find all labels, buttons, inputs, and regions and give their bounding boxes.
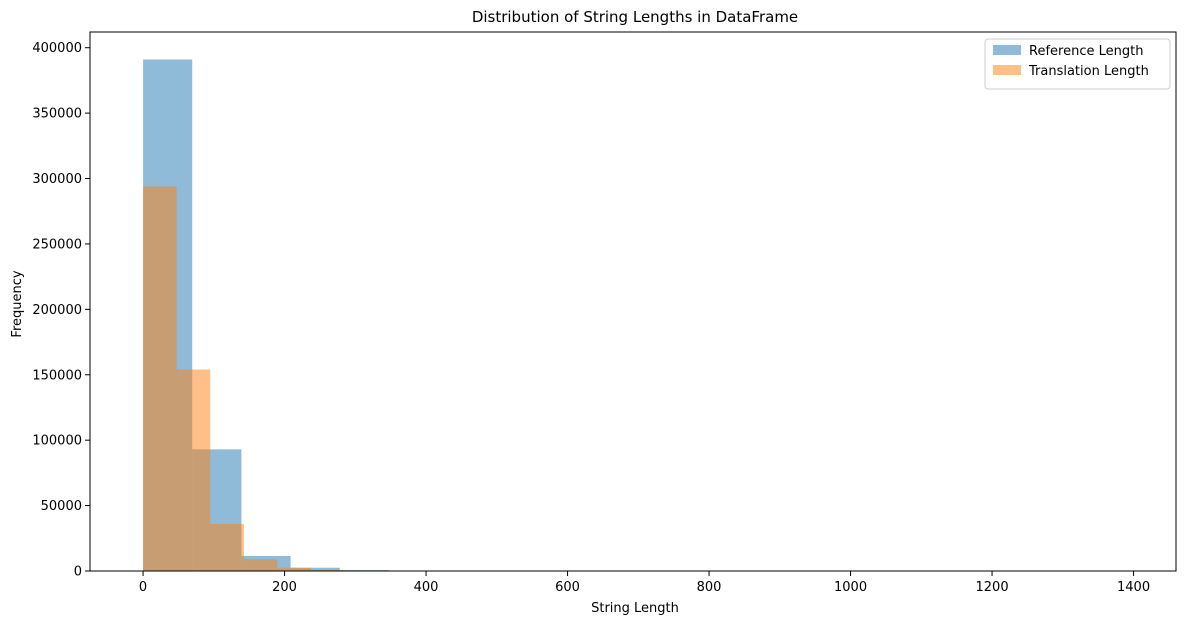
bar-1-1 bbox=[176, 369, 211, 571]
bar-1-2 bbox=[210, 523, 244, 571]
y-tick-label-2: 100000 bbox=[32, 434, 82, 449]
y-tick-label-8: 400000 bbox=[32, 41, 82, 56]
x-tick-label-1: 200 bbox=[272, 580, 297, 595]
y-axis-label: Frequency bbox=[10, 270, 25, 337]
x-axis-label: String Length bbox=[591, 601, 679, 616]
x-tick-label-6: 1200 bbox=[976, 580, 1009, 595]
bar-1-4 bbox=[277, 567, 312, 571]
y-tick-label-1: 50000 bbox=[41, 499, 82, 514]
plot-frame bbox=[89, 31, 1177, 572]
legend-label-1: Translation Length bbox=[1028, 64, 1149, 79]
y-tick-label-6: 300000 bbox=[32, 172, 82, 187]
legend: Reference Length Translation Length bbox=[984, 38, 1171, 90]
legend-swatch-0 bbox=[993, 45, 1021, 55]
x-tick-label-7: 1400 bbox=[1117, 580, 1150, 595]
x-tick-label-2: 400 bbox=[414, 580, 439, 595]
bar-1-0 bbox=[143, 186, 177, 571]
y-tick-label-0: 0 bbox=[74, 565, 82, 580]
y-tick-label-4: 200000 bbox=[32, 303, 82, 318]
axes-layer: 0 200 400 600 800 1000 1200 1400 0 50000 100000 150… bbox=[32, 31, 1177, 595]
legend-box bbox=[984, 38, 1171, 90]
legend-swatch-1 bbox=[993, 65, 1021, 75]
y-tick-label-5: 250000 bbox=[32, 237, 82, 252]
x-tick-label-0: 0 bbox=[139, 580, 147, 595]
legend-label-0: Reference Length bbox=[1029, 44, 1143, 59]
bar-1-3 bbox=[243, 559, 278, 571]
bars-layer bbox=[143, 59, 537, 572]
chart-title: Distribution of String Lengths in DataFr… bbox=[472, 8, 798, 26]
y-tick-label-7: 350000 bbox=[32, 107, 82, 122]
bar-0-3 bbox=[290, 567, 340, 571]
y-tick-label-3: 150000 bbox=[32, 368, 82, 383]
bar-1-5 bbox=[311, 569, 345, 571]
x-tick-label-4: 800 bbox=[697, 580, 722, 595]
x-tick-label-3: 600 bbox=[555, 580, 580, 595]
x-tick-label-5: 1000 bbox=[834, 580, 867, 595]
